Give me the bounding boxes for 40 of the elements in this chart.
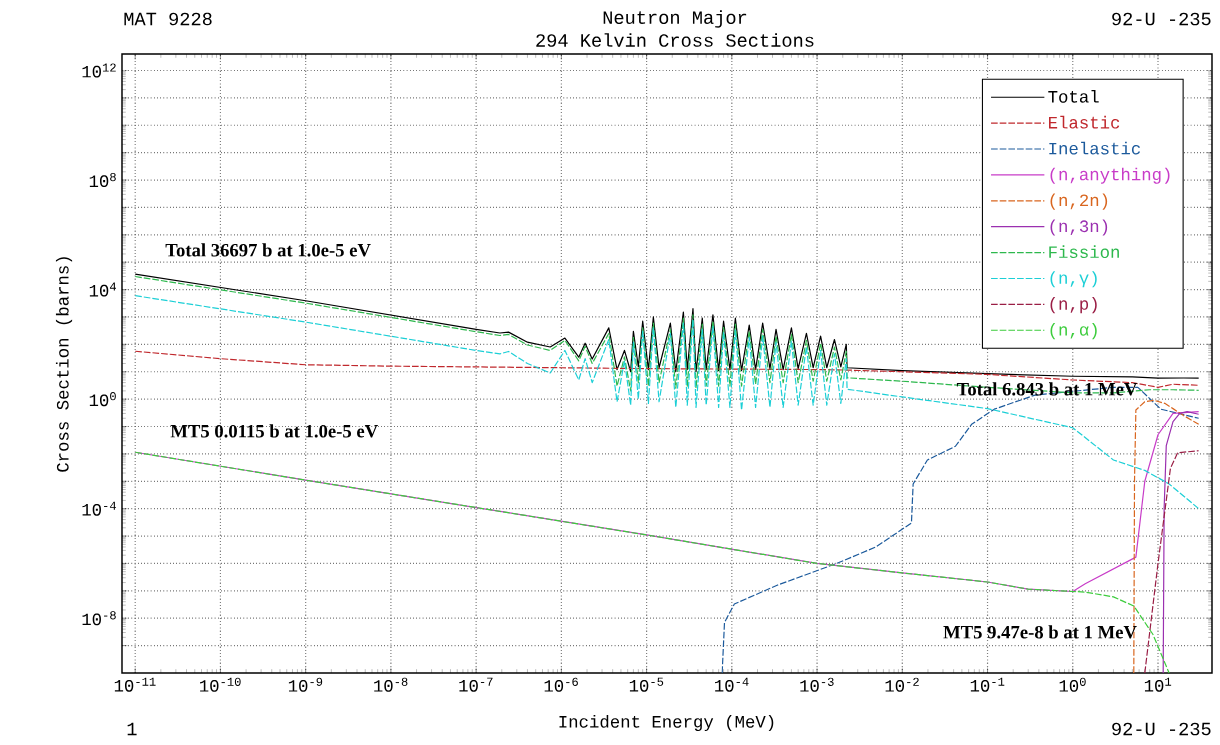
text: 1 (127, 722, 137, 736)
chart-title: Neutron Major (603, 10, 747, 28)
x-tick-label: 10$^{-1}$ (970, 677, 1005, 692)
x-tick-label: 10$^{1}$ (1144, 677, 1172, 692)
x-tick-label: 10$^{-3}$ (800, 677, 834, 692)
text: MAT 9228 (124, 12, 212, 26)
x-tick-label: 10$^{-4}$ (715, 677, 749, 692)
legend-label: (n,p) (1050, 297, 1097, 314)
legend-label: Total (1048, 89, 1099, 103)
legend-label: Fission (1049, 245, 1119, 259)
y-tick-label: 10$^{-8}$ (82, 611, 116, 626)
chart-subtitle: 294 Kelvin Cross Sections (536, 33, 814, 47)
legend-label: (n,3n) (1050, 219, 1108, 236)
x-tick-label: 10$^{-8}$ (374, 677, 408, 692)
x-tick-label: 10$^{-10}$ (200, 677, 241, 692)
x-tick-label: 10$^{0}$ (1059, 677, 1086, 692)
text: 92-U -235 (1112, 722, 1211, 736)
x-tick-label: 10$^{-9}$ (288, 677, 323, 692)
annotation: MT5 9.47e-8 b at 1 MeV (943, 625, 1137, 639)
y-tick-label: 10$^{12}$ (82, 63, 116, 78)
x-tick-label: 10$^{-2}$ (885, 677, 919, 692)
legend-label: Elastic (1049, 115, 1120, 129)
x-axis-title: Incident Energy (MeV) (559, 714, 774, 732)
y-tick-label: 10$^{-4}$ (82, 501, 117, 516)
annotation: MT5 0.0115 b at 1.0e-5 eV (170, 424, 378, 438)
x-tick-label: 10$^{-5}$ (629, 677, 664, 692)
x-tick-label: 10$^{-6}$ (544, 677, 578, 692)
y-tick-label: 10$^{8}$ (89, 172, 116, 188)
legend-label: Inelastic (1049, 141, 1140, 155)
annotation: Total 36697 b at 1.0e-5 eV (165, 243, 371, 257)
legend-label: (n,anything) (1050, 167, 1170, 184)
x-tick-label: 10$^{-11}$ (114, 677, 156, 692)
text: 92-U -235 (1112, 12, 1211, 26)
y-tick-label: 10$^{0}$ (89, 392, 116, 407)
legend-label: (n,γ) (1050, 271, 1097, 288)
legend-label: (n,α) (1050, 322, 1097, 340)
legend-label: (n,2n) (1050, 193, 1108, 210)
x-tick-label: 10$^{-7}$ (459, 677, 493, 692)
y-axis-title: Cross Section (barns) (55, 257, 73, 472)
y-tick-label: 10$^{4}$ (89, 282, 117, 297)
